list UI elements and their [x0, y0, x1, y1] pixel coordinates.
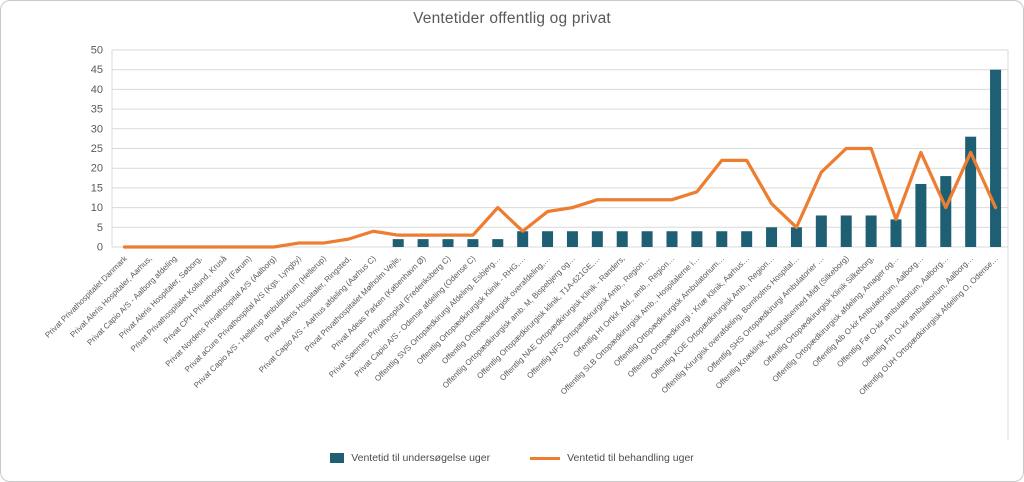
bar-ventetid-undersogelse — [865, 215, 877, 247]
legend-item-behandling: Ventetid til behandling uger — [530, 452, 694, 464]
legend-label: Ventetid til undersøgelse uger — [351, 452, 491, 464]
y-axis-tick-label: 45 — [91, 64, 103, 76]
bar-ventetid-undersogelse — [417, 239, 429, 247]
y-axis-tick-label: 20 — [91, 163, 103, 175]
y-axis-tick-label: 35 — [91, 104, 103, 116]
bar-ventetid-undersogelse — [517, 231, 529, 247]
legend-line-swatch — [530, 456, 561, 460]
bar-ventetid-undersogelse — [492, 239, 504, 247]
bar-ventetid-undersogelse — [766, 227, 778, 247]
y-axis-tick-label: 15 — [91, 182, 103, 194]
bar-ventetid-undersogelse — [890, 219, 902, 247]
bar-ventetid-undersogelse — [990, 69, 1002, 247]
legend-item-undersogelse: Ventetid til undersøgelse uger — [330, 452, 490, 464]
y-axis-tick-label: 25 — [91, 143, 103, 155]
bar-ventetid-undersogelse — [666, 231, 678, 247]
y-axis-tick-label: 30 — [91, 123, 103, 135]
bar-ventetid-undersogelse — [741, 231, 753, 247]
bar-ventetid-undersogelse — [790, 227, 802, 247]
bar-ventetid-undersogelse — [815, 215, 827, 247]
bar-ventetid-undersogelse — [442, 239, 454, 247]
bar-ventetid-undersogelse — [591, 231, 603, 247]
line-ventetid-behandling — [122, 146, 998, 249]
bar-ventetid-undersogelse — [965, 136, 977, 247]
y-axis-tick-label: 50 — [91, 45, 103, 57]
legend-label: Ventetid til behandling uger — [567, 452, 694, 464]
bar-ventetid-undersogelse — [691, 231, 703, 247]
bar-ventetid-undersogelse — [915, 183, 927, 247]
bar-ventetid-undersogelse — [392, 239, 404, 247]
chart-title: Ventetider offentlig og privat — [413, 10, 611, 27]
y-axis-tick-label: 5 — [97, 222, 103, 234]
bar-ventetid-undersogelse — [467, 239, 479, 247]
legend-bar-swatch — [330, 453, 345, 463]
bar-ventetid-undersogelse — [716, 231, 728, 247]
bar-ventetid-undersogelse — [616, 231, 628, 247]
bar-ventetid-undersogelse — [566, 231, 578, 247]
y-axis-tick-label: 40 — [91, 84, 103, 96]
legend: Ventetid til undersøgelse uger Ventetid … — [0, 452, 1024, 464]
bar-ventetid-undersogelse — [840, 215, 852, 247]
bar-ventetid-undersogelse — [641, 231, 653, 247]
y-axis-tick-label: 0 — [97, 242, 103, 254]
y-axis-tick-label: 10 — [91, 202, 103, 214]
bar-ventetid-undersogelse — [940, 176, 952, 247]
bar-ventetid-undersogelse — [542, 231, 554, 247]
